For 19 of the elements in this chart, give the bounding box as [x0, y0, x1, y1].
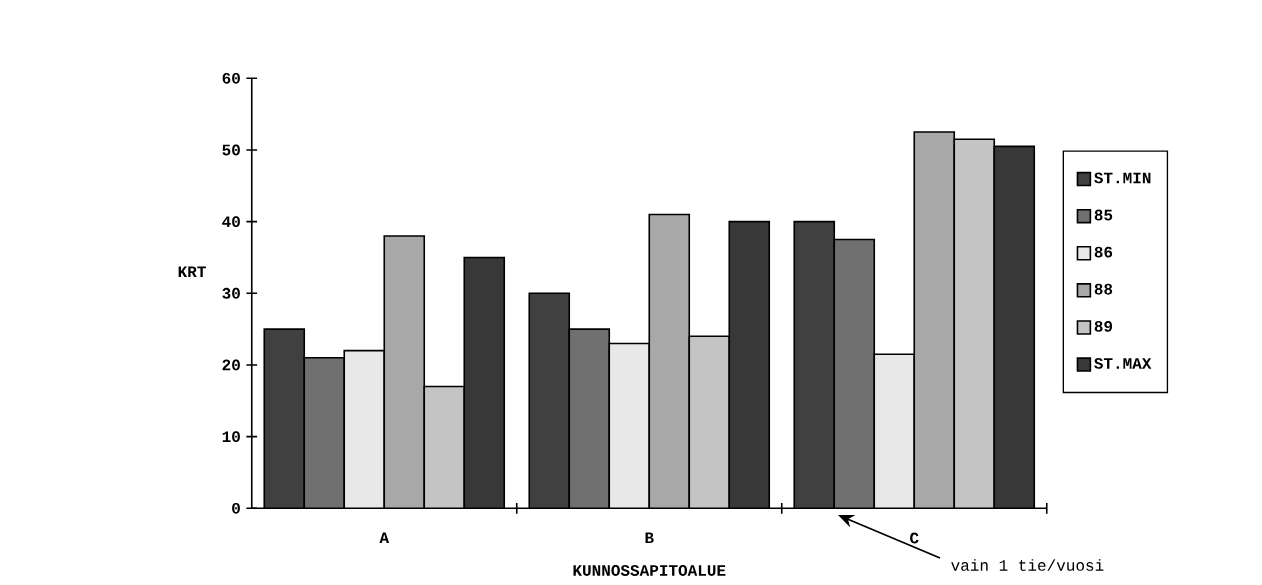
y-tick-label: 30 [222, 287, 240, 299]
y-tick-label: 50 [222, 144, 240, 156]
legend-label: 88 [1094, 283, 1113, 295]
legend-label: 86 [1094, 246, 1113, 258]
x-tick-label: B [645, 532, 654, 544]
y-axis-title: KRT [178, 266, 206, 278]
x-axis-title: KUNNOSSAPITOALUE [573, 565, 726, 576]
y-tick-label: 0 [232, 502, 240, 514]
y-tick-label: 40 [222, 216, 240, 228]
x-tick-label: C [910, 532, 919, 544]
y-tick-label: 10 [222, 431, 240, 443]
y-tick-label: 20 [222, 359, 240, 371]
legend-label: 89 [1094, 320, 1113, 332]
legend-label: ST.MIN [1094, 172, 1151, 184]
legend-label: ST.MAX [1094, 358, 1152, 369]
y-tick-label: 60 [222, 72, 240, 84]
text: vain 1 tie/vuosi [951, 559, 1104, 571]
legend-label: 85 [1094, 209, 1113, 221]
x-tick-label: A [379, 532, 390, 544]
